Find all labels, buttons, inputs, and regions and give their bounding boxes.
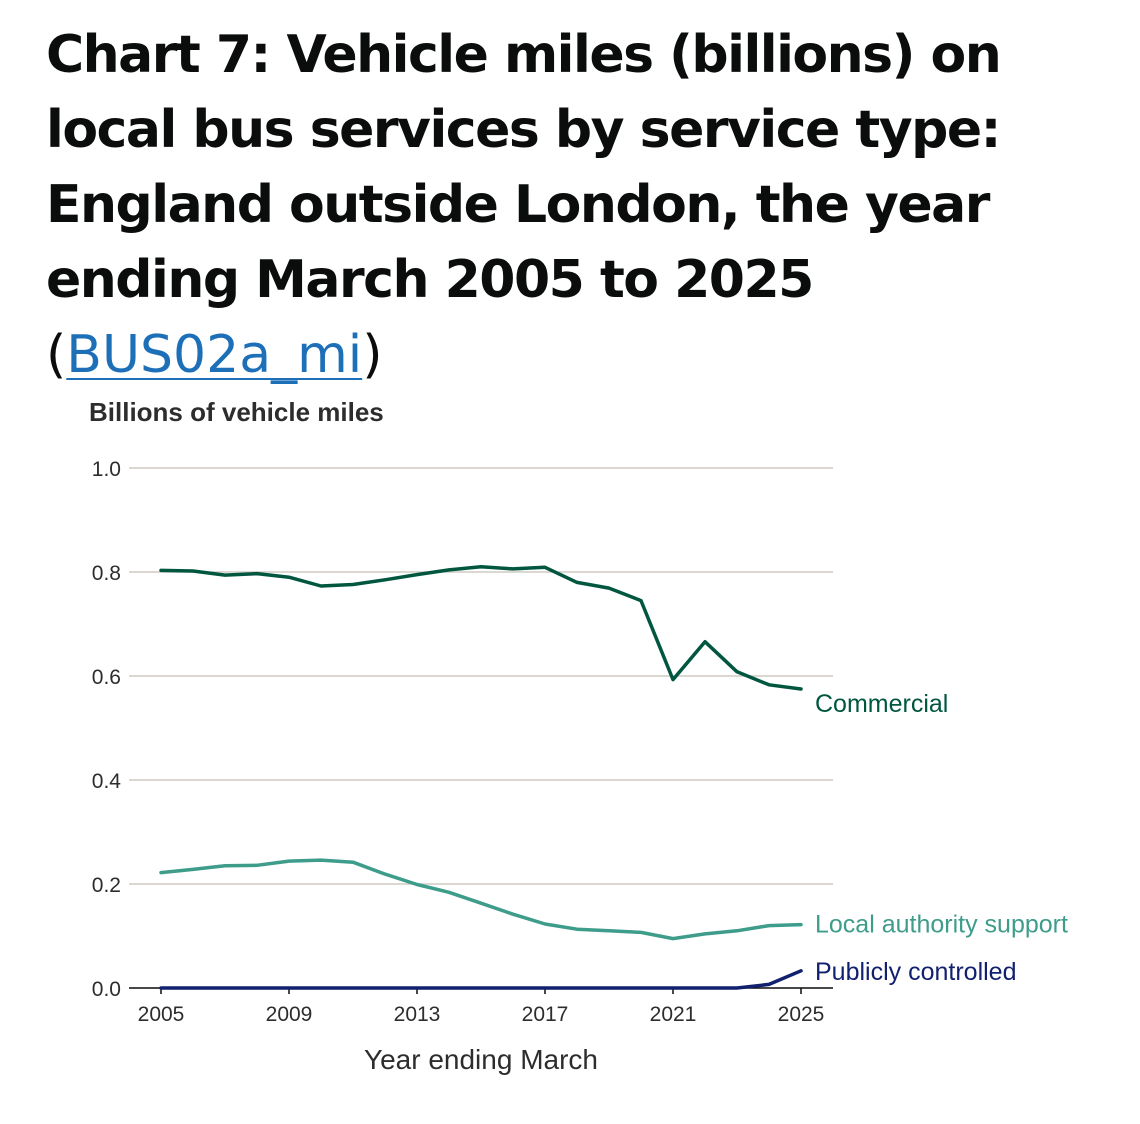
x-tick-label: 2013	[394, 1003, 441, 1026]
source-table-link[interactable]: BUS02a_mi	[66, 325, 363, 385]
y-tick-label: 0.2	[92, 874, 121, 897]
series-labels: Commercial Local authority support Publicl…	[815, 690, 1068, 986]
y-tick-label: 0.8	[92, 562, 121, 585]
series-line-local-authority-support	[159, 858, 803, 941]
series-label-commercial: Commercial	[815, 690, 948, 718]
x-tick-label: 2005	[138, 1003, 185, 1026]
close-paren: )	[362, 325, 383, 385]
y-tick-label: 0.6	[92, 666, 121, 689]
series-label-local-authority-support: Local authority support	[815, 911, 1068, 939]
chart-title-text: Chart 7: Vehicle miles (billions) on loc…	[46, 25, 1002, 310]
x-axis-title: Year ending March	[364, 1044, 598, 1075]
series-line-commercial	[159, 565, 803, 691]
gridlines	[129, 467, 833, 885]
y-axis-title: Billions of vehicle miles	[89, 397, 384, 427]
y-axis-ticks: 0.0 0.2 0.4 0.6 0.8 1.0	[92, 458, 122, 1001]
x-tick-label: 2021	[650, 1003, 697, 1026]
x-axis-ticks: 2005 2009 2013 2017 2021 2025	[138, 988, 825, 1026]
x-tick-label: 2017	[522, 1003, 569, 1026]
x-tick-label: 2025	[778, 1003, 825, 1026]
y-tick-label: 0.4	[92, 770, 122, 793]
open-paren: (	[46, 325, 67, 385]
x-tick-label: 2009	[266, 1003, 313, 1026]
y-tick-label: 0.0	[92, 978, 121, 1001]
series-label-publicly-controlled: Publicly controlled	[815, 958, 1017, 986]
y-tick-label: 1.0	[92, 458, 121, 481]
series-lines	[159, 565, 803, 990]
chart-title: Chart 7: Vehicle miles (billions) on loc…	[46, 18, 1106, 393]
series-line-publicly-controlled	[159, 969, 803, 990]
